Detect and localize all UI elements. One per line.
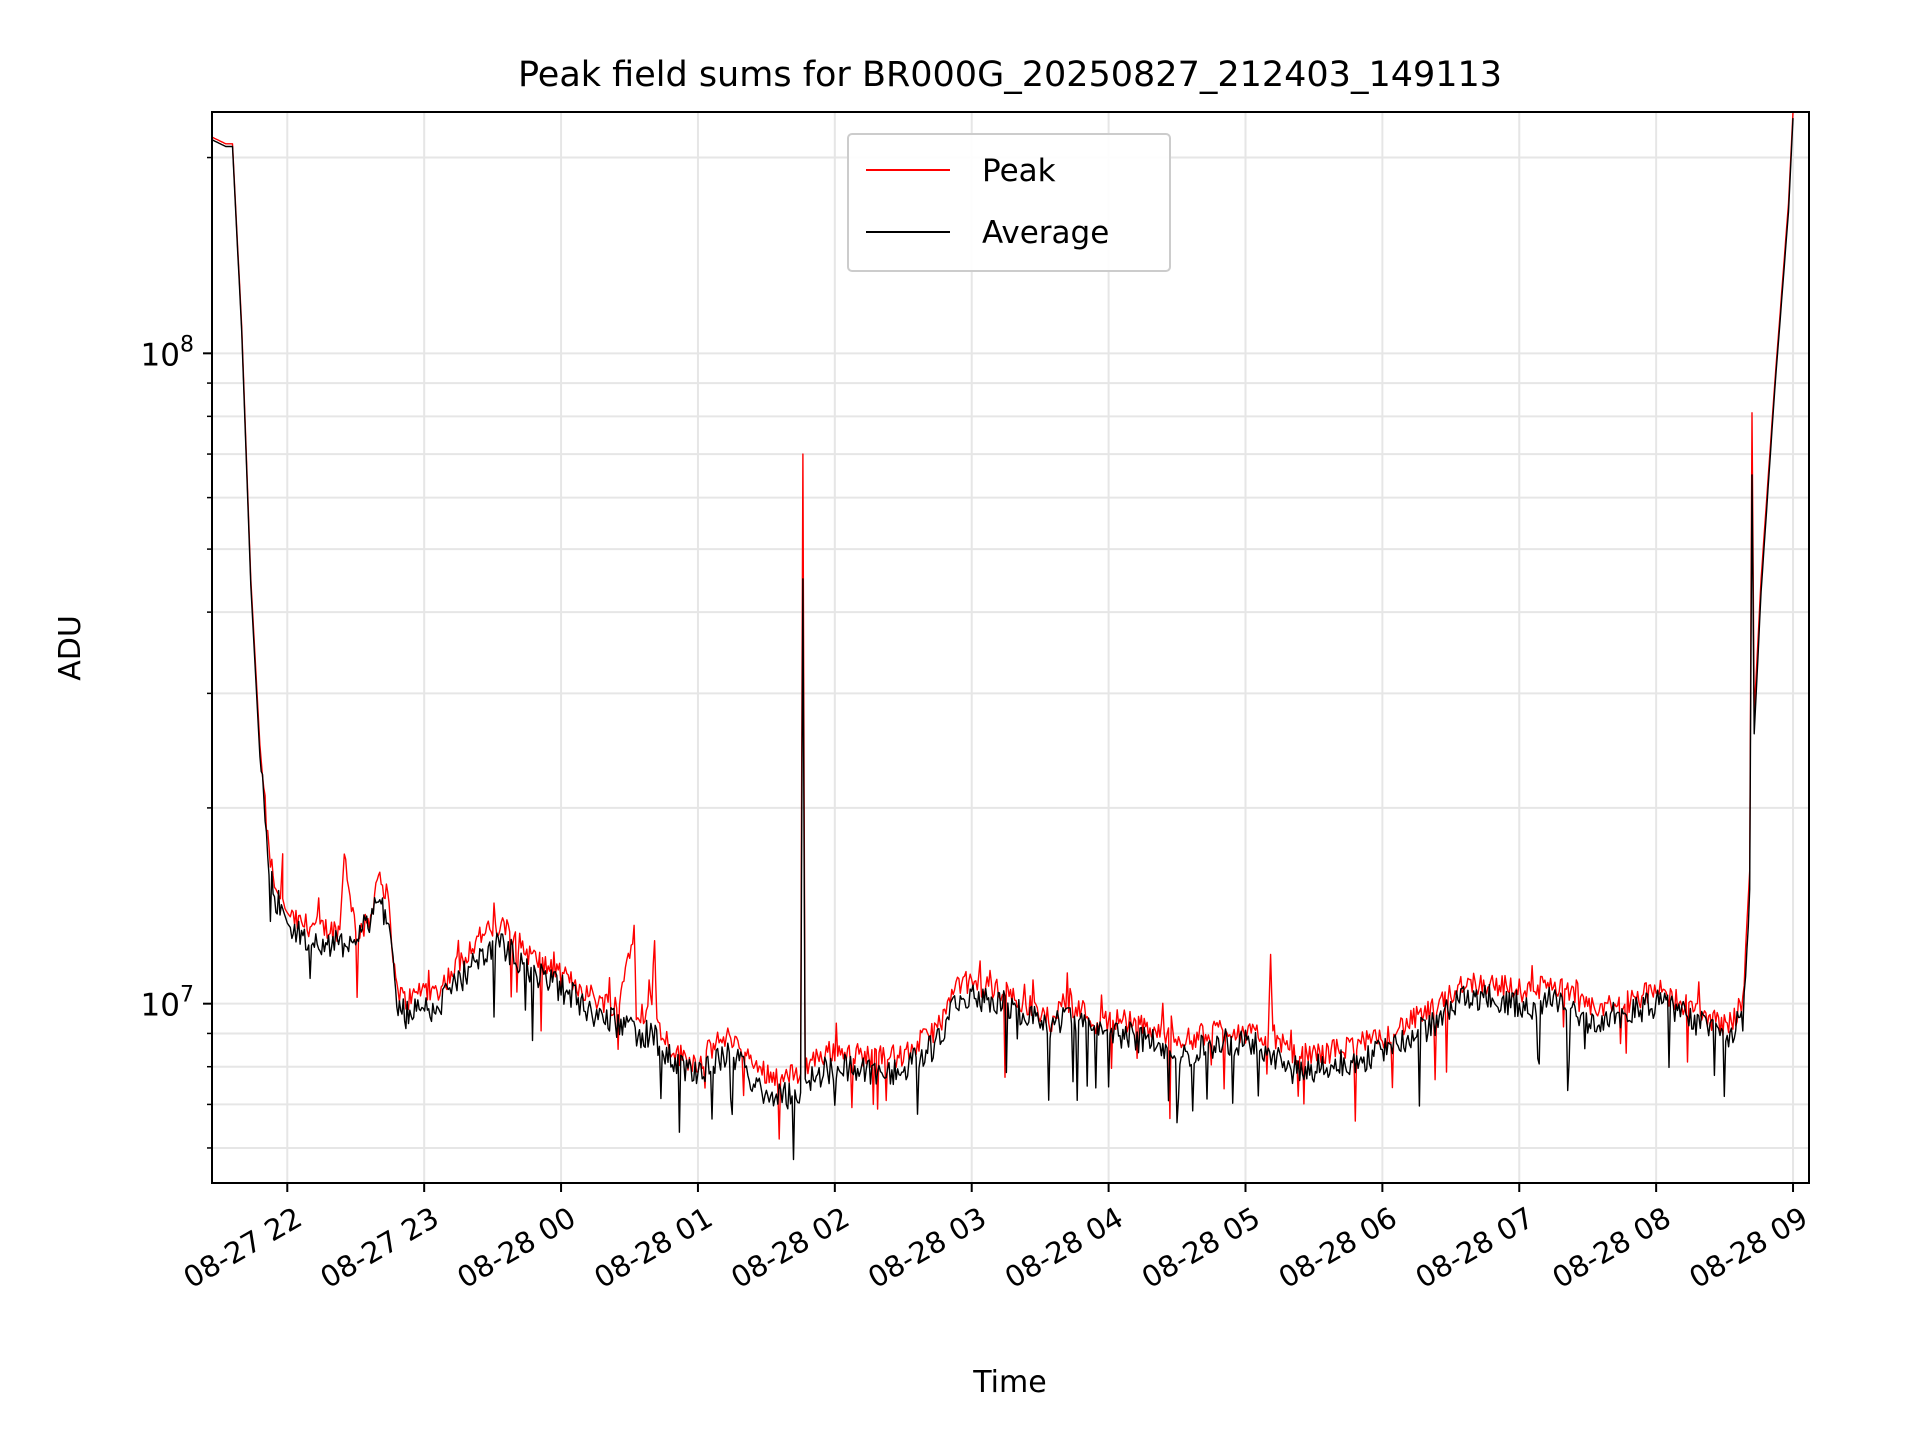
- plot-area-frame: [211, 111, 1810, 1184]
- series-line-peak: [212, 112, 1794, 1140]
- y-axis-label: ADU: [53, 615, 88, 681]
- legend-label-average: Average: [982, 215, 1109, 251]
- chart-title: Peak field sums for BR000G_20250827_2124…: [518, 55, 1502, 95]
- series-lines: [212, 112, 1794, 1161]
- series-line-average: [212, 118, 1794, 1161]
- y-tick-label: 108: [141, 332, 194, 373]
- legend: Peak Average: [847, 133, 1171, 272]
- x-axis-label: Time: [972, 1365, 1046, 1400]
- y-axis: 107 108: [141, 156, 212, 1149]
- y-tick-label: 107: [141, 983, 194, 1024]
- legend-label-peak: Peak: [982, 153, 1056, 189]
- legend-box: [847, 133, 1171, 272]
